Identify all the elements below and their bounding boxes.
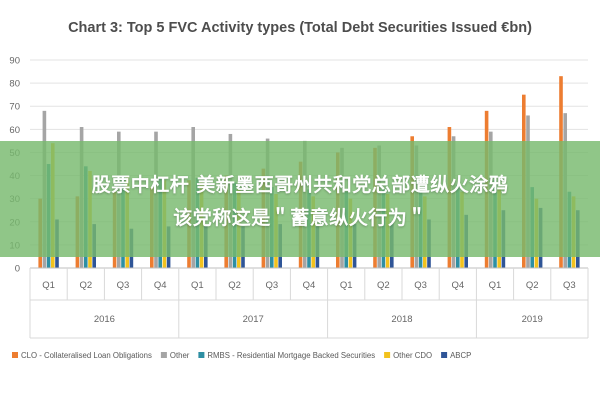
legend-label: RMBS - Residential Mortgage Backed Secur…	[207, 351, 375, 360]
x-axis: Q1 Q2 Q3 Q4 Q1 Q2 Q3 Q4 Q1 Q2 Q3 Q4 Q1 Q2 Q3 2016 2017 20…	[29, 267, 589, 339]
x-tick-label: Q2	[228, 280, 241, 291]
year-label: 2019	[522, 314, 543, 325]
legend: CLO - Collateralised Loan Obligations Oth…	[12, 351, 471, 360]
x-tick-label: Q4	[154, 280, 167, 291]
legend-label: Other	[170, 351, 190, 360]
year-label: 2017	[243, 314, 264, 325]
chart-title: Chart 3: Top 5 FVC Activity types (Total…	[68, 20, 532, 36]
x-tick-label: Q1	[191, 280, 204, 291]
x-tick-label: Q4	[451, 280, 464, 291]
x-tick-label: Q1	[42, 280, 55, 291]
legend-label: ABCP	[450, 351, 471, 360]
legend-swatch	[160, 352, 167, 358]
y-tick-label: 70	[9, 102, 20, 113]
y-tick-label: 90	[9, 56, 20, 67]
x-tick-label: Q3	[563, 280, 576, 291]
y-tick-label: 80	[9, 79, 20, 90]
y-tick-label: 60	[9, 125, 20, 136]
x-tick-label: Q1	[489, 280, 502, 291]
x-tick-label: Q2	[79, 280, 92, 291]
y-tick-label: 0	[15, 264, 20, 275]
year-label: 2016	[94, 314, 115, 325]
overlay-headline-line1[interactable]: 股票中杠杆 美新墨西哥州共和党总部遭纵火涂鸦	[91, 174, 509, 196]
x-tick-label: Q4	[303, 280, 316, 291]
x-tick-label: Q2	[377, 280, 390, 291]
legend-label: CLO - Collateralised Loan Obligations	[21, 351, 152, 360]
legend-swatch	[12, 352, 18, 358]
x-tick-label: Q1	[340, 280, 353, 291]
x-tick-label: Q3	[117, 280, 130, 291]
legend-swatch	[198, 352, 205, 358]
year-label: 2018	[391, 314, 412, 325]
overlay-banner	[0, 141, 600, 257]
legend-swatch	[384, 352, 391, 358]
legend-label: Other CDO	[393, 351, 432, 360]
x-tick-label: Q3	[265, 280, 278, 291]
x-tick-label: Q3	[414, 280, 427, 291]
legend-swatch	[441, 352, 448, 358]
overlay-headline-line2[interactable]: 该党称这是＂蓄意纵火行为＂	[173, 207, 427, 229]
x-tick-label: Q2	[526, 280, 539, 291]
